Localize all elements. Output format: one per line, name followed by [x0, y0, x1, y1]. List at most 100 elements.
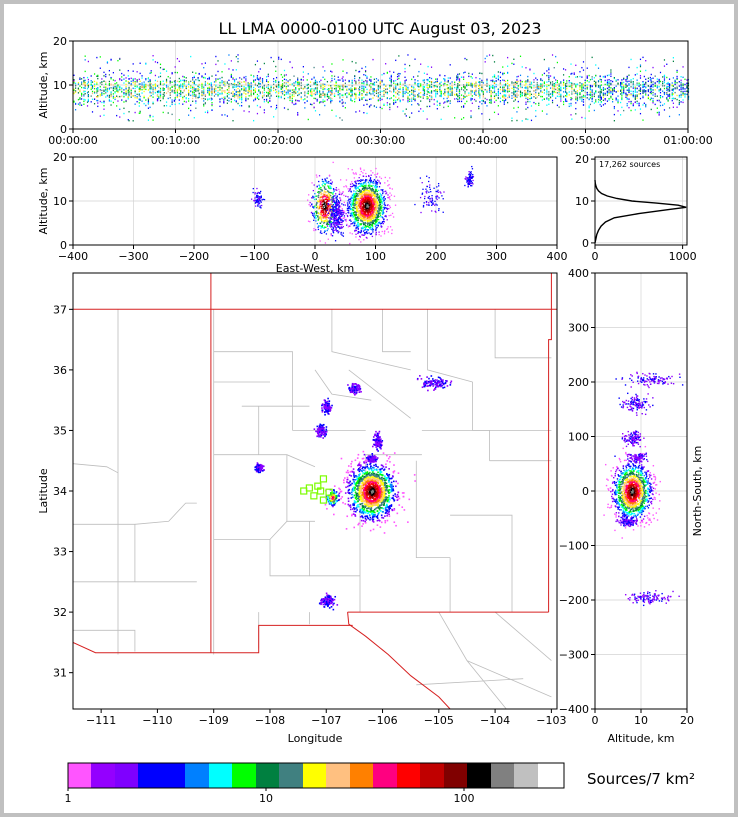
source-point	[86, 101, 89, 103]
source-point	[659, 89, 662, 91]
source-point	[457, 77, 459, 79]
source-point	[571, 84, 573, 86]
source-point	[595, 64, 597, 66]
source-point	[519, 95, 522, 98]
source-point	[672, 97, 674, 100]
source-point	[190, 55, 192, 58]
source-point	[79, 77, 81, 79]
source-point	[183, 90, 185, 92]
source-point	[490, 96, 492, 99]
source-point	[243, 77, 245, 79]
source-point	[667, 99, 669, 101]
source-point	[530, 96, 533, 99]
source-point	[230, 60, 232, 62]
source-point	[581, 89, 583, 91]
source-point	[96, 99, 98, 102]
source-point	[255, 196, 257, 198]
source-point	[460, 76, 463, 78]
source-point	[678, 94, 680, 97]
source-point	[203, 66, 205, 69]
source-point	[538, 87, 540, 90]
source-point	[332, 188, 335, 190]
source-point	[530, 105, 533, 107]
source-point	[645, 103, 647, 106]
source-point	[680, 94, 682, 97]
source-point	[208, 77, 210, 79]
source-point	[112, 87, 114, 90]
source-point	[386, 91, 388, 94]
source-point	[183, 100, 185, 103]
source-point	[599, 93, 601, 96]
source-point	[265, 86, 268, 88]
source-point	[517, 90, 519, 92]
source-point	[106, 90, 109, 93]
source-point	[546, 104, 548, 106]
source-point	[514, 90, 517, 92]
source-point	[538, 94, 540, 96]
source-point	[636, 102, 638, 105]
source-point	[540, 79, 542, 81]
source-point	[322, 209, 324, 211]
source-point	[297, 80, 299, 83]
source-point	[121, 87, 123, 90]
source-point	[150, 70, 152, 72]
source-point	[377, 87, 379, 90]
source-point	[330, 100, 332, 102]
source-point	[232, 77, 234, 79]
source-point	[215, 78, 217, 80]
source-point	[395, 96, 397, 98]
source-point	[426, 90, 428, 92]
source-point	[340, 233, 342, 235]
source-point	[330, 179, 332, 181]
source-point	[193, 89, 195, 92]
source-point	[656, 86, 658, 88]
source-point	[304, 92, 306, 95]
source-point	[321, 178, 324, 181]
source-point	[538, 104, 540, 106]
source-point	[217, 95, 219, 97]
source-point	[407, 99, 409, 102]
source-point	[263, 87, 265, 89]
source-point	[304, 91, 306, 93]
source-point	[116, 90, 118, 92]
source-point	[116, 82, 118, 84]
source-point	[224, 82, 226, 84]
source-point	[219, 89, 221, 91]
source-point	[96, 81, 98, 84]
source-point	[525, 87, 527, 89]
source-point	[524, 90, 526, 92]
source-point	[235, 84, 237, 86]
source-point	[680, 101, 682, 103]
source-point	[84, 82, 86, 84]
source-point	[525, 97, 527, 100]
source-point	[502, 90, 504, 93]
source-point	[128, 92, 130, 94]
source-point	[344, 204, 346, 206]
source-point	[215, 81, 217, 83]
source-point	[342, 76, 344, 78]
source-point	[134, 103, 136, 105]
source-point	[393, 82, 395, 84]
source-point	[316, 81, 318, 83]
source-point	[77, 92, 80, 94]
source-point	[239, 82, 241, 85]
source-point	[112, 89, 114, 92]
source-point	[463, 96, 465, 99]
source-point	[621, 87, 623, 90]
source-point	[511, 117, 513, 119]
source-point	[256, 93, 259, 96]
source-point	[535, 97, 537, 99]
source-point	[313, 217, 316, 219]
source-point	[207, 89, 209, 91]
source-point	[383, 104, 385, 106]
source-point	[259, 78, 261, 80]
source-point	[300, 84, 302, 87]
source-point	[224, 63, 226, 65]
source-point	[383, 90, 385, 92]
source-point	[546, 81, 548, 83]
source-point	[517, 106, 519, 109]
source-point	[423, 90, 426, 93]
source-point	[330, 187, 333, 190]
source-point	[499, 88, 502, 91]
source-point	[159, 99, 162, 102]
